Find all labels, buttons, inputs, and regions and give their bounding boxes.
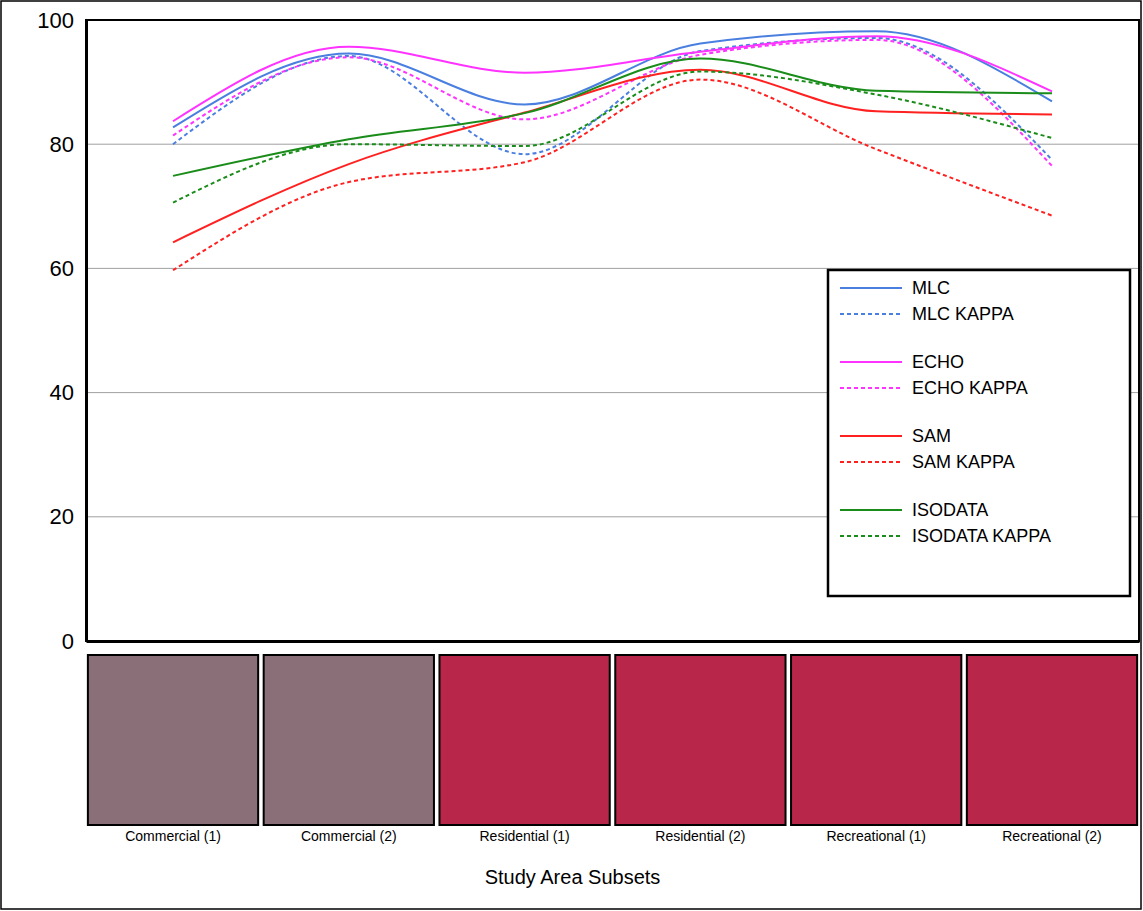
legend-label: ECHO KAPPA xyxy=(912,378,1028,398)
y-tick: 100 xyxy=(37,8,86,33)
y-axis-line xyxy=(85,21,88,642)
legend-swatch xyxy=(840,535,902,537)
x-tick: Recreational (1) xyxy=(826,641,926,844)
series-line xyxy=(173,70,1052,243)
x-tick: Commercial (1) xyxy=(125,641,221,844)
x-axis-title: Study Area Subsets xyxy=(485,866,661,888)
x-tick-label: Commercial (2) xyxy=(301,828,397,844)
legend-swatch xyxy=(840,387,902,389)
series-line xyxy=(173,80,1052,271)
thumbnail xyxy=(615,655,785,825)
thumbnail xyxy=(88,655,258,825)
legend-swatch xyxy=(840,435,902,437)
thumbnails xyxy=(88,655,1137,825)
plot-frame xyxy=(86,20,1139,641)
thumbnail xyxy=(967,655,1137,825)
y-tick: 40 xyxy=(50,380,86,405)
x-tick: Commercial (2) xyxy=(301,641,397,844)
grid-line xyxy=(86,144,1139,145)
y-tick-label: 0 xyxy=(62,629,74,654)
x-axis: Commercial (1) Commercial (2) Residential … xyxy=(87,641,1140,844)
legend: MLC MLC KAPPA ECHO ECHO KAPPA SAM SAM KAPPA IS… xyxy=(828,270,1130,596)
x-tick-label: Recreational (1) xyxy=(826,828,926,844)
x-tick-label: Residential (2) xyxy=(655,828,745,844)
legend-label: SAM xyxy=(912,426,951,446)
legend-label: MLC xyxy=(912,278,950,298)
x-tick-label: Residential (1) xyxy=(479,828,569,844)
thumbnail xyxy=(439,655,609,825)
legend-label: SAM KAPPA xyxy=(912,452,1015,472)
series-line xyxy=(173,72,1052,203)
thumbnail xyxy=(264,655,434,825)
legend-swatch xyxy=(840,509,902,511)
chart: 0 20 40 60 80 100 Commercial (1) Commercial (2)… xyxy=(0,0,1143,911)
x-axis-line xyxy=(87,640,1140,643)
x-tick: Residential (2) xyxy=(655,641,745,844)
grid-line xyxy=(86,641,1139,642)
legend-swatch xyxy=(840,461,902,463)
y-tick: 20 xyxy=(50,504,86,529)
x-tick: Residential (1) xyxy=(479,641,569,844)
legend-label: ISODATA KAPPA xyxy=(912,526,1051,546)
y-tick-label: 60 xyxy=(50,256,74,281)
series-line xyxy=(173,38,1052,160)
y-tick-label: 80 xyxy=(50,132,74,157)
x-tick-label: Commercial (1) xyxy=(125,828,221,844)
page-border xyxy=(1,1,1141,909)
y-axis: 0 20 40 60 80 100 xyxy=(37,8,86,654)
grid xyxy=(86,20,1139,641)
series-line xyxy=(173,36,1052,121)
legend-swatch xyxy=(840,313,902,315)
x-tick: Recreational (2) xyxy=(1002,641,1102,844)
y-tick-label: 100 xyxy=(37,8,74,33)
y-tick: 60 xyxy=(50,256,86,281)
y-tick-label: 40 xyxy=(50,380,74,405)
lines xyxy=(173,31,1052,270)
y-tick: 0 xyxy=(62,629,86,654)
x-tick-label: Recreational (2) xyxy=(1002,828,1102,844)
series-line xyxy=(173,59,1052,176)
legend-box xyxy=(828,270,1130,596)
legend-label: ISODATA xyxy=(912,500,988,520)
y-tick-label: 20 xyxy=(50,504,74,529)
legend-label: ECHO xyxy=(912,352,964,372)
thumbnail xyxy=(791,655,961,825)
legend-swatch xyxy=(840,361,902,363)
legend-label: MLC KAPPA xyxy=(912,304,1014,324)
y-tick: 80 xyxy=(50,132,86,157)
legend-swatch xyxy=(840,287,902,289)
